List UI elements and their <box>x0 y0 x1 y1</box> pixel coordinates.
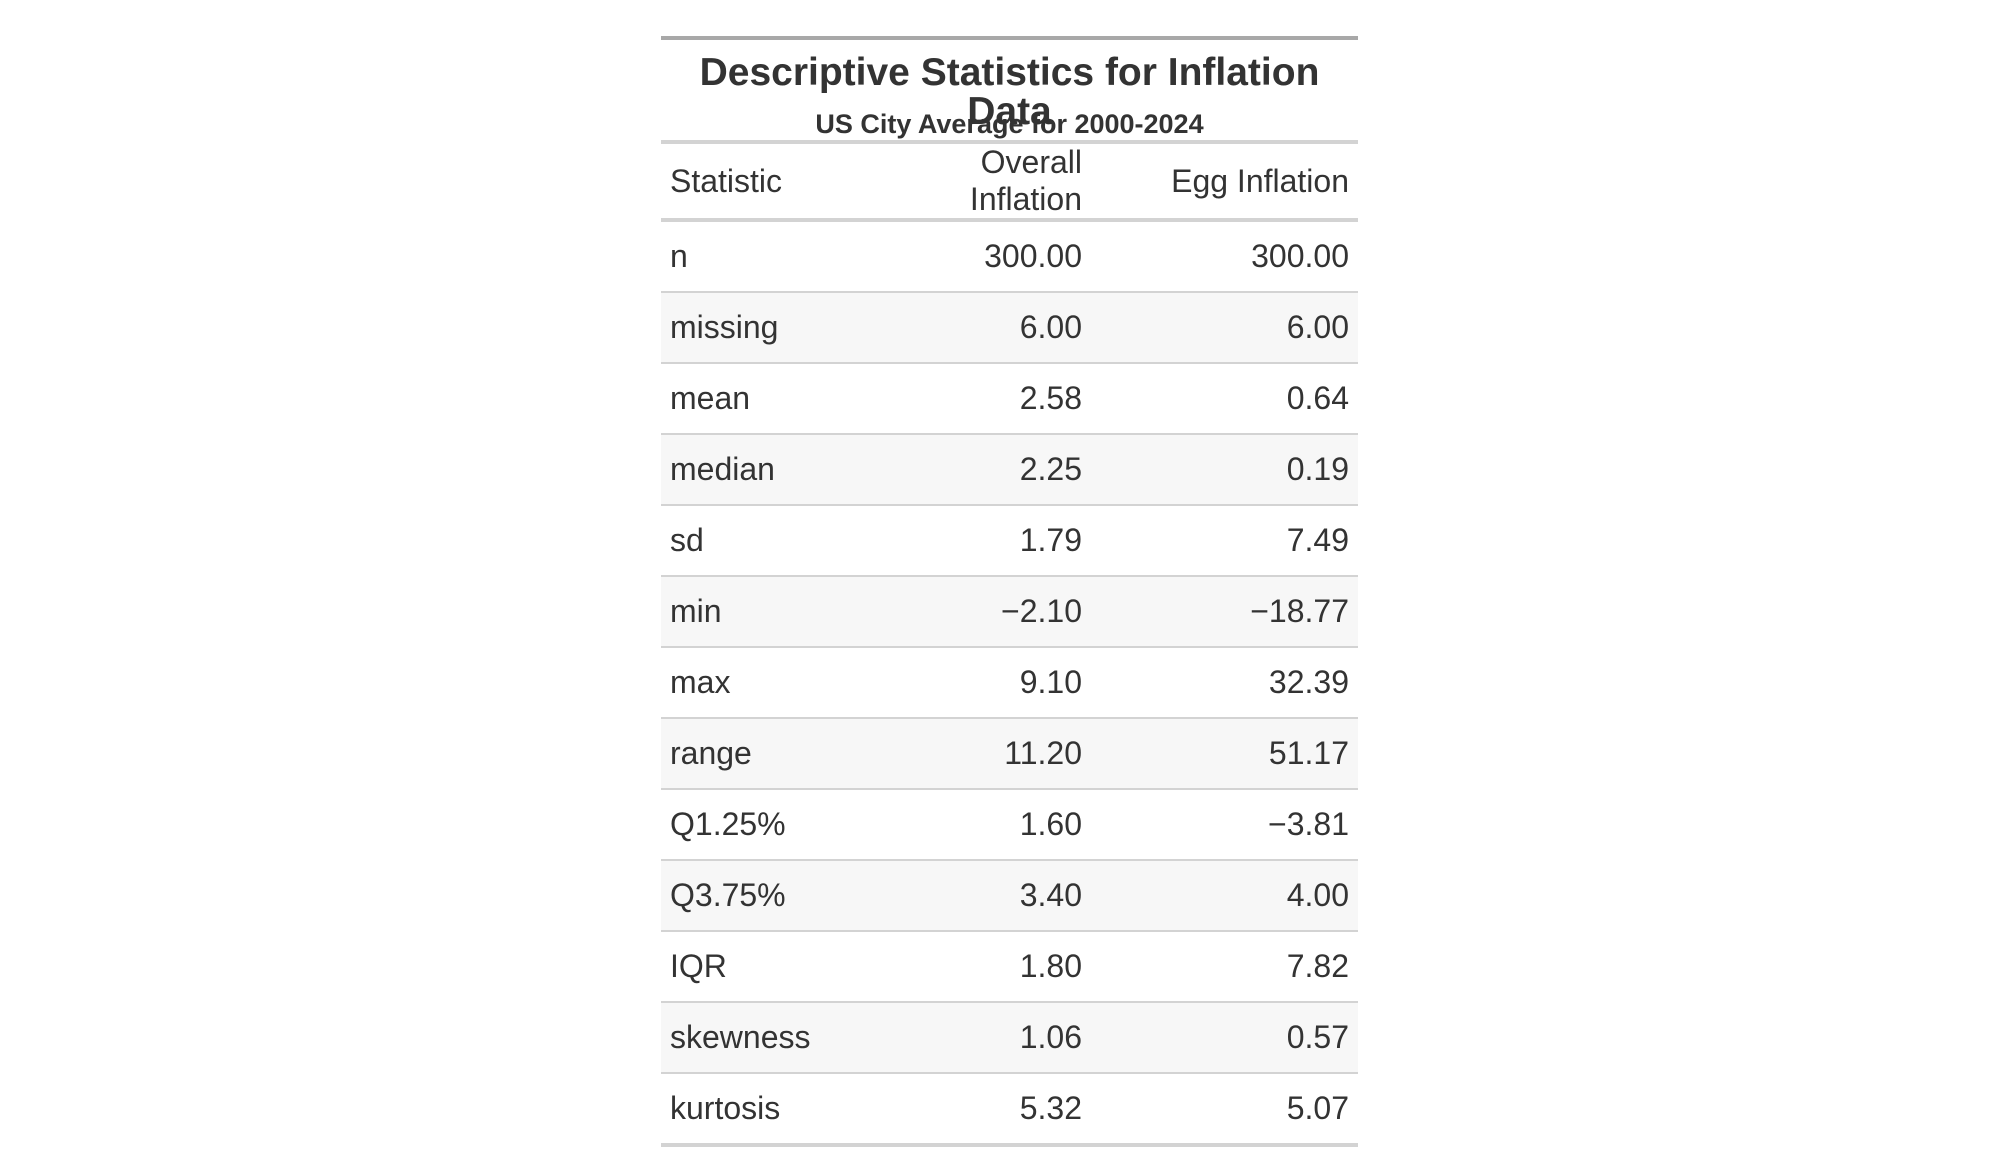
egg-inflation-cell: 0.57 <box>1091 1001 1358 1073</box>
stats-table-container: Descriptive Statistics for Inflation Dat… <box>661 36 1358 1147</box>
egg-inflation-cell: −18.77 <box>1091 575 1358 647</box>
table-row: min −2.10 −18.77 <box>661 575 1358 647</box>
table-row: max 9.10 32.39 <box>661 646 1358 718</box>
egg-inflation-cell: 4.00 <box>1091 859 1358 931</box>
egg-inflation-cell: 7.49 <box>1091 504 1358 576</box>
table-row: median 2.25 0.19 <box>661 433 1358 505</box>
table-row: n 300.00 300.00 <box>661 220 1358 292</box>
overall-inflation-cell: 1.80 <box>858 930 1091 1002</box>
overall-inflation-cell: 300.00 <box>984 238 1082 274</box>
statistic-cell: mean <box>661 362 858 434</box>
statistic-cell: max <box>661 646 858 718</box>
egg-inflation-cell: 0.19 <box>1091 433 1358 505</box>
table-row: IQR 1.80 7.82 <box>661 930 1358 1002</box>
egg-inflation-cell: 0.64 <box>1091 362 1358 434</box>
egg-inflation-cell: 6.00 <box>1091 291 1358 363</box>
overall-inflation-cell: 1.79 <box>858 504 1091 576</box>
statistic-cell: sd <box>661 504 858 576</box>
egg-inflation-cell: 300.00 <box>1251 238 1349 274</box>
descriptive-stats-table: Descriptive Statistics for Inflation Dat… <box>661 36 1358 1147</box>
column-header-egg-inflation: Egg Inflation <box>1091 140 1358 222</box>
egg-inflation-cell: 7.82 <box>1091 930 1358 1002</box>
table-row: skewness 1.06 0.57 <box>661 1001 1358 1073</box>
statistic-cell: missing <box>661 291 858 363</box>
overall-inflation-cell: 11.20 <box>858 717 1091 789</box>
table-row: kurtosis 5.32 5.07 <box>661 1072 1358 1145</box>
statistic-cell: range <box>661 717 858 789</box>
overall-inflation-cell: 1.60 <box>858 788 1091 860</box>
statistic-cell: Q1.25% <box>661 788 858 860</box>
statistic-cell: kurtosis <box>661 1072 858 1145</box>
table-body: n 300.00 300.00 missing 6.00 6.00 mean 2… <box>661 220 1358 1145</box>
statistic-cell: skewness <box>661 1001 858 1073</box>
table-row: mean 2.58 0.64 <box>661 362 1358 434</box>
table-row: Q1.25% 1.60 −3.81 <box>661 788 1358 860</box>
overall-inflation-cell: 6.00 <box>858 291 1091 363</box>
table-subtitle: US City Average for 2000-2024 <box>815 109 1204 139</box>
statistic-cell: IQR <box>661 930 858 1002</box>
overall-inflation-cell: 1.06 <box>858 1001 1091 1073</box>
overall-inflation-cell: −2.10 <box>858 575 1091 647</box>
table-row: missing 6.00 6.00 <box>661 291 1358 363</box>
column-header-statistic: Statistic <box>661 140 858 222</box>
table-row: range 11.20 51.17 <box>661 717 1358 789</box>
column-header-row: Statistic Overall Inflation Egg Inflatio… <box>661 140 1358 222</box>
table-row: sd 1.79 7.49 <box>661 504 1358 576</box>
egg-inflation-cell: 32.39 <box>1091 646 1358 718</box>
table-title: Descriptive Statistics for Inflation Dat… <box>699 51 1320 133</box>
overall-inflation-cell: 9.10 <box>858 646 1091 718</box>
overall-inflation-cell: 3.40 <box>858 859 1091 931</box>
overall-inflation-cell: 2.58 <box>858 362 1091 434</box>
statistic-cell: median <box>661 433 858 505</box>
overall-inflation-cell: 5.32 <box>858 1072 1091 1145</box>
egg-inflation-cell: 51.17 <box>1091 717 1358 789</box>
statistic-cell: min <box>661 575 858 647</box>
egg-inflation-cell: 5.07 <box>1091 1072 1358 1145</box>
statistic-cell: n <box>670 238 688 274</box>
statistic-cell: Q3.75% <box>661 859 858 931</box>
column-header-overall-inflation: Overall Inflation <box>858 140 1091 222</box>
egg-inflation-cell: −3.81 <box>1091 788 1358 860</box>
table-row: Q3.75% 3.40 4.00 <box>661 859 1358 931</box>
overall-inflation-cell: 2.25 <box>858 433 1091 505</box>
